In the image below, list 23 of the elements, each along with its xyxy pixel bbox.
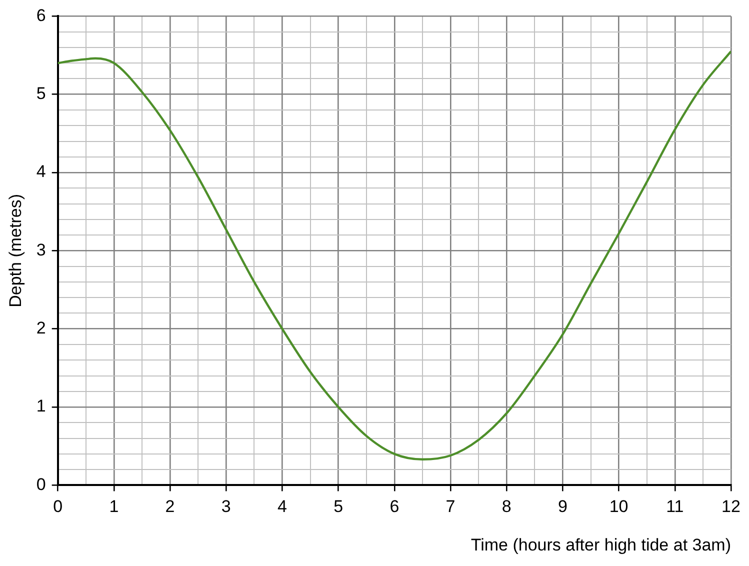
- x-tick-label: 0: [53, 497, 63, 516]
- x-tick-label: 3: [221, 497, 231, 516]
- line-series: [58, 50, 731, 461]
- x-tick-label: 6: [390, 497, 400, 516]
- y-tick-label: 5: [36, 84, 46, 104]
- x-tick-label: 12: [722, 497, 740, 516]
- x-tick-label: 8: [502, 497, 512, 516]
- x-tick-label: 4: [278, 497, 287, 516]
- y-tick-label: 4: [36, 162, 46, 182]
- y-tick-label: 2: [36, 318, 46, 338]
- y-tick-label: 6: [36, 6, 46, 25]
- y-tick-label: 3: [36, 240, 46, 260]
- x-tick-label: 9: [558, 497, 568, 516]
- y-axis-title: Depth (metres): [6, 194, 25, 308]
- x-tick-label: 11: [666, 497, 684, 516]
- x-tick-label: 2: [165, 497, 175, 516]
- x-tick-label: 7: [446, 497, 456, 516]
- x-axis-title: Time (hours after high tide at 3am): [470, 535, 731, 554]
- x-tick-label: 10: [609, 497, 628, 516]
- y-tick-label: 1: [36, 396, 46, 416]
- x-tick-label: 5: [334, 497, 344, 516]
- x-tick-label: 1: [109, 497, 119, 516]
- y-tick-label: 0: [36, 474, 46, 494]
